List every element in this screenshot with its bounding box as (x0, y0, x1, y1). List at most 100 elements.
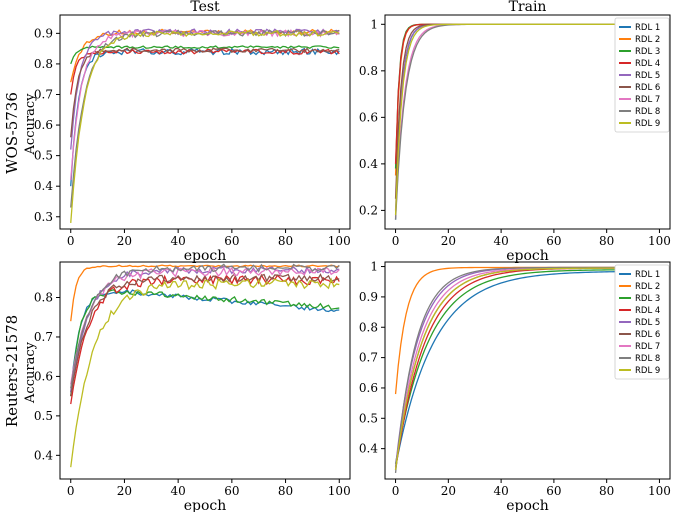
chart-panel-1: 0 20 40 60 80 100 0.3 0.4 0.5 0.6 0.7 0.8 0.9 Test epo… (23, 0, 351, 264)
legend: RDL 1 RDL 2 RDL 3 RDL 4 RDL 5 RDL 6 RDL 7 RDL 8… (614, 264, 670, 380)
legend-label: RDL 7 (635, 342, 660, 352)
y-tick-label: 0.2 (359, 203, 378, 217)
x-tick-label: 60 (546, 484, 561, 498)
y-tick-label: 0.3 (34, 210, 53, 224)
row-label-reuters: Reuters-21578 (3, 315, 21, 427)
series-line-rdl-5 (70, 265, 340, 393)
x-tick-label: 60 (546, 234, 561, 248)
chart-panel-3: 0 20 40 60 80 100 0.4 0.5 0.6 0.7 0.8 epoch Accuracy (23, 261, 351, 512)
y-axis-label: Accuracy (23, 93, 38, 156)
y-tick-label: 0.5 (359, 411, 378, 425)
series-line-rdl-4 (394, 23, 620, 164)
series-line-rdl-8 (70, 29, 340, 208)
x-tick-label: 100 (328, 484, 351, 498)
series-line-rdl-1 (394, 23, 620, 220)
y-tick-label: 0.8 (359, 320, 378, 334)
y-tick-label: 1 (370, 17, 378, 31)
y-tick-label: 0.7 (34, 330, 53, 344)
y-tick-label: 0.9 (359, 290, 378, 304)
series-line-rdl-8 (394, 23, 620, 220)
y-tick-label: 0.9 (34, 26, 53, 40)
x-tick-label: 40 (493, 234, 508, 248)
plot-frame (59, 14, 351, 230)
legend-label: RDL 3 (635, 47, 660, 57)
legend-label: RDL 8 (635, 354, 660, 364)
series-line-rdl-7 (70, 266, 340, 385)
x-tick-label: 40 (171, 484, 186, 498)
legend-label: RDL 9 (635, 119, 660, 129)
y-tick-label: 1 (370, 260, 378, 274)
chart-panel-2: 0 20 40 60 80 100 0.2 0.4 0.6 0.8 1 Train epoch RDL 1… (359, 0, 671, 264)
y-tick-label: 0.7 (34, 87, 53, 101)
legend-label: RDL 6 (635, 330, 660, 340)
series-line-rdl-3 (394, 23, 620, 169)
series-line-rdl-3 (70, 45, 340, 65)
y-tick-label: 0.4 (34, 179, 53, 193)
legend-label: RDL 9 (635, 366, 660, 376)
legend-label: RDL 1 (635, 270, 660, 280)
legend-label: RDL 4 (635, 306, 660, 316)
chart-title: Test (190, 0, 220, 15)
legend-label: RDL 2 (635, 282, 660, 292)
x-tick-label: 0 (392, 484, 400, 498)
y-tick-label: 0.6 (34, 369, 53, 383)
y-tick-label: 0.4 (359, 442, 378, 456)
plot-frame (59, 261, 351, 480)
series-line-rdl-9 (70, 277, 340, 468)
plot-frame (384, 14, 671, 230)
series-line-rdl-6 (70, 272, 340, 397)
series-group (70, 263, 340, 468)
series-line-rdl-1 (70, 47, 340, 187)
legend: RDL 1 RDL 2 RDL 3 RDL 4 RDL 5 RDL 6 RDL 7 RDL 8… (614, 17, 670, 133)
x-tick-label: 80 (599, 234, 614, 248)
x-axis-label: epoch (184, 248, 227, 264)
series-line-rdl-1 (70, 288, 340, 393)
x-axis-label: epoch (506, 248, 549, 264)
series-group (394, 23, 620, 220)
x-tick-label: 40 (493, 484, 508, 498)
x-tick-label: 40 (171, 234, 186, 248)
row-label-wos: WOS-5736 (3, 92, 21, 174)
x-tick-label: 20 (441, 484, 456, 498)
x-tick-label: 20 (441, 234, 456, 248)
y-tick-label: 0.4 (34, 448, 53, 462)
y-tick-label: 0.6 (34, 118, 53, 132)
x-tick-label: 60 (224, 484, 239, 498)
series-line-rdl-8 (70, 263, 340, 389)
series-line-rdl-9 (70, 29, 340, 223)
series-line-rdl-4 (70, 273, 340, 405)
plot-frame (384, 261, 671, 480)
series-line-rdl-3 (70, 289, 340, 397)
x-tick-label: 100 (648, 484, 671, 498)
legend-label: RDL 3 (635, 294, 660, 304)
legend-label: RDL 8 (635, 107, 660, 117)
x-tick-label: 80 (278, 484, 293, 498)
y-tick-label: 0.7 (359, 351, 378, 365)
legend-label: RDL 5 (635, 318, 660, 328)
legend-label: RDL 7 (635, 95, 660, 105)
x-tick-label: 0 (392, 234, 400, 248)
x-tick-label: 20 (117, 234, 132, 248)
x-tick-label: 80 (599, 484, 614, 498)
y-axis-label: Accuracy (23, 341, 38, 404)
x-tick-label: 0 (67, 234, 75, 248)
x-tick-label: 100 (328, 234, 351, 248)
series-line-rdl-5 (70, 28, 340, 150)
legend-label: RDL 1 (635, 23, 660, 33)
x-tick-label: 60 (224, 234, 239, 248)
series-group (70, 28, 340, 223)
y-tick-label: 0.6 (359, 110, 378, 124)
y-tick-label: 0.4 (359, 157, 378, 171)
y-tick-label: 0.5 (34, 149, 53, 163)
x-tick-label: 0 (67, 484, 75, 498)
series-line-rdl-4 (70, 48, 340, 95)
legend-box (614, 17, 670, 133)
y-tick-label: 0.8 (34, 57, 53, 71)
x-tick-label: 80 (278, 234, 293, 248)
series-line-rdl-7 (394, 23, 620, 218)
legend-label: RDL 2 (635, 35, 660, 45)
legend-label: RDL 6 (635, 83, 660, 93)
legend-label: RDL 5 (635, 71, 660, 81)
x-tick-label: 100 (648, 234, 671, 248)
